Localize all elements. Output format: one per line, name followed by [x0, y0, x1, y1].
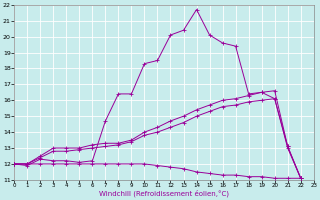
X-axis label: Windchill (Refroidissement éolien,°C): Windchill (Refroidissement éolien,°C) [99, 190, 229, 197]
